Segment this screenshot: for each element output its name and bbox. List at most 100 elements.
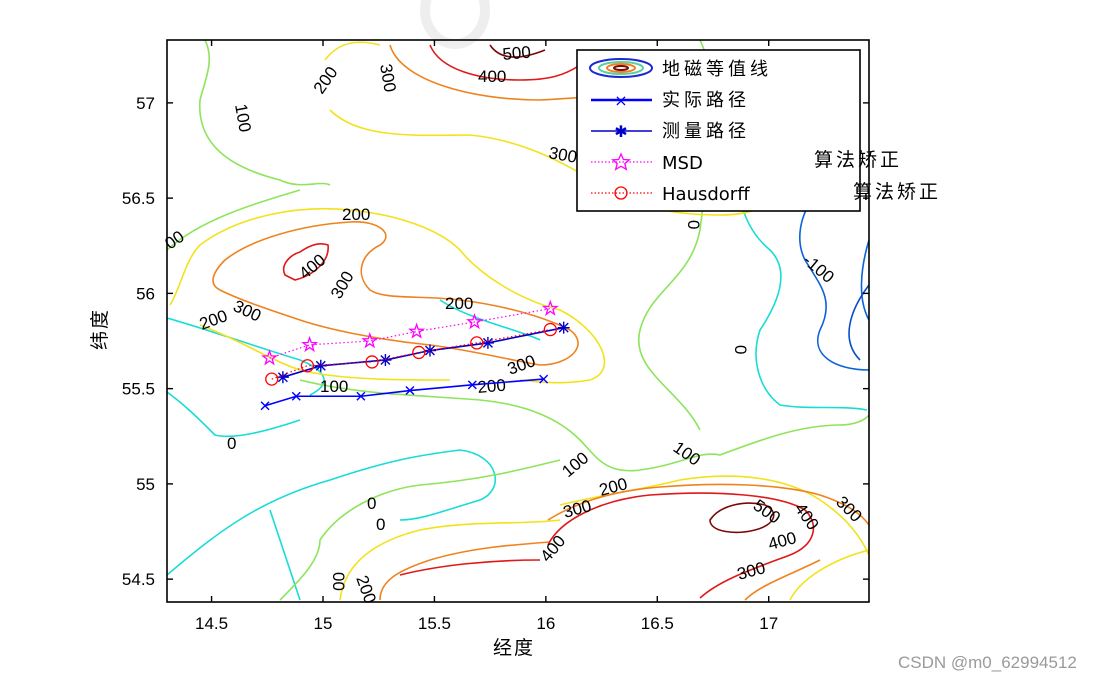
data-point-x-marker [260, 401, 270, 411]
contour-level-300 [379, 541, 551, 601]
data-point-x-marker [405, 386, 415, 396]
axes-box [166, 39, 870, 603]
data-point-pentagram-marker [301, 335, 319, 353]
data-point-circle-marker [265, 372, 279, 386]
x-tick-label: 17 [759, 614, 778, 633]
data-point-x-marker [467, 380, 477, 390]
contour-label: 200 [445, 294, 473, 313]
contour-label: 400 [537, 532, 570, 566]
csdn-watermark: CSDN @m0_62994512 [898, 653, 1077, 672]
contour-label: 100 [558, 448, 592, 481]
annotation-algorithm-correction-2: 算法矫正 [853, 181, 941, 203]
contour-label: 200 [597, 474, 629, 500]
series-line-0 [264, 378, 544, 407]
legend-label-actual: 实际路径 [662, 90, 750, 111]
data-point-star-marker [276, 371, 289, 384]
contour-label: 100 [670, 438, 704, 470]
contour-level-0 [269, 509, 301, 601]
contour-label: 400 [478, 67, 506, 86]
legend-label-msd: MSD [662, 153, 703, 174]
x-tick-label: 16.5 [641, 614, 674, 633]
contour-label: 500 [502, 43, 532, 64]
contour-level-100 [279, 459, 561, 601]
contour-level-500 [489, 44, 546, 58]
contour-level-100 [299, 379, 869, 472]
contour-level-400 [547, 492, 815, 599]
legend-label-contour: 地磁等值线 [662, 59, 772, 80]
contour-label: 300 [547, 143, 578, 167]
legend: 地磁等值线 × 实际路径 ✱ 测量路径 MSD Hausdorff [576, 49, 861, 212]
data-point-circle-marker [543, 322, 557, 337]
contour-label: 0 [367, 494, 376, 513]
data-point-pentagram-marker [541, 299, 559, 316]
contour-level-300 [212, 221, 579, 366]
contour-label: 00 [329, 572, 348, 591]
y-tick-label: 57 [136, 94, 155, 113]
contour-level-neg100 [848, 284, 869, 361]
data-point-x-marker [291, 391, 301, 401]
contour-label: 300 [376, 62, 400, 93]
data-point-x-marker [356, 391, 366, 401]
x-axis-label: 经度 [493, 637, 535, 659]
data-point-circle-marker [365, 355, 379, 369]
data-point-x-marker [539, 374, 549, 384]
contour-level-200 [199, 324, 451, 381]
contour-level-400 [429, 44, 581, 81]
contour-level-0 [167, 317, 325, 396]
legend-label-measured: 测量路径 [662, 121, 750, 142]
contour-label: 200 [310, 63, 342, 97]
y-tick-label: 55 [136, 475, 155, 494]
contour-level-neg100 [799, 194, 869, 371]
y-tick-label: 56.5 [122, 189, 155, 208]
x-tick-label: 15.5 [418, 614, 451, 633]
contour-level-neg100 [860, 239, 869, 321]
y-axis-label: 纬度 [89, 308, 111, 350]
contour-level-100 [199, 40, 331, 186]
data-point-circle-marker [470, 336, 484, 350]
contour-level-200 [169, 207, 606, 384]
contour-level-200 [324, 41, 381, 61]
background-watermark-logo [420, 0, 490, 49]
contour-level-400 [282, 243, 329, 281]
contour-label: 100 [231, 102, 255, 133]
data-point-pentagram-marker [407, 322, 426, 339]
x-tick-label: 16 [536, 614, 555, 633]
contour-level-400 [399, 559, 541, 576]
contour-label: 400 [791, 499, 823, 533]
contour-label: 200 [352, 573, 380, 606]
contour-label: 400 [766, 528, 798, 554]
data-point-pentagram-marker [261, 349, 279, 366]
legend-x-marker-icon: × [614, 91, 627, 110]
x-tick-label: 15 [314, 614, 333, 633]
contour-label: 0 [376, 515, 385, 534]
data-point-star-marker [481, 336, 494, 349]
annotation-algorithm-correction-1: 算法矫正 [814, 149, 902, 171]
data-point-star-marker [423, 344, 436, 357]
contour-level-300 [547, 483, 869, 526]
contour-label: 200 [477, 376, 507, 397]
data-point-star-marker [379, 354, 392, 367]
data-point-star-marker [314, 359, 327, 372]
contour-label: 00 [161, 227, 187, 253]
data-point-pentagram-marker [361, 331, 379, 349]
contour-level-0 [167, 449, 496, 576]
series-line-2 [269, 308, 551, 359]
x-tick-label: 14.5 [195, 614, 228, 633]
contour-level-200 [789, 549, 869, 601]
data-point-star-marker [557, 321, 570, 334]
path-series [260, 299, 570, 411]
axis-ticks: 14.5 15 15.5 16 16.5 17 54.5 55 55.5 56 56.5 57 [122, 40, 869, 633]
legend-label-hausdorff: Hausdorff [662, 184, 750, 205]
contour-label: 0 [227, 434, 236, 453]
contour-label: 300 [832, 492, 865, 525]
contour-level-300 [744, 559, 821, 601]
y-tick-label: 54.5 [122, 570, 155, 589]
contour-label: 200 [197, 306, 230, 334]
contour-label: 0 [731, 345, 750, 354]
data-point-circle-marker [300, 359, 315, 373]
contour-label: 300 [735, 558, 767, 584]
data-point-circle-marker [412, 345, 426, 360]
legend-circle-icon [614, 186, 628, 200]
contour-label: 300 [230, 296, 264, 325]
